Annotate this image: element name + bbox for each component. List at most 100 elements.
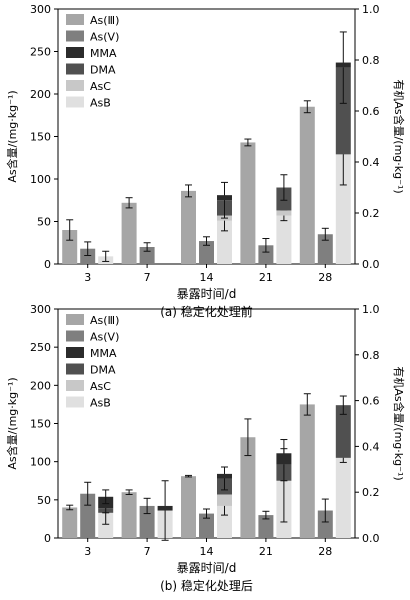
error-bar-as-iii (185, 474, 192, 478)
x-axis-title: 暴露时间/d (177, 561, 237, 575)
error-bar-as-v (143, 497, 151, 515)
legend-label: AsB (90, 397, 111, 410)
error-bar-as-iii (244, 138, 252, 147)
error-bar-as-iii (303, 100, 311, 114)
legend-swatch (66, 80, 84, 91)
bar-dma (335, 67, 351, 155)
bar-mma (217, 473, 232, 479)
error-bar-as-iii (244, 418, 252, 457)
legend-swatch (66, 330, 84, 342)
bar-mma (276, 453, 292, 465)
legend-swatch (66, 14, 84, 25)
left-tick-label: 200 (30, 379, 51, 392)
x-axis-title: 暴露时间/d (177, 287, 237, 301)
x-tick-label: 7 (144, 271, 151, 284)
error-bar-as-v (262, 510, 270, 520)
x-tick-label: 28 (318, 271, 332, 284)
legend-label: DMA (90, 364, 116, 377)
bar-mma (217, 195, 232, 201)
y-axis-left-title: As含量/(mg·kg⁻¹) (5, 377, 19, 469)
legend-label: MMA (90, 347, 117, 360)
x-tick-label: 7 (144, 545, 151, 558)
bar-as-iii (299, 106, 315, 264)
legend-swatch (66, 30, 84, 42)
error-bar-dma (221, 466, 228, 491)
left-tick-label: 50 (37, 494, 51, 507)
bar-mma (335, 62, 351, 68)
right-tick-label: 0.4 (362, 440, 380, 453)
x-tick-label: 14 (200, 545, 214, 558)
left-tick-label: 250 (30, 46, 51, 59)
left-tick-label: 200 (30, 88, 51, 101)
bar-as-iii (181, 476, 196, 538)
error-bar-as-v (84, 481, 92, 506)
left-tick-label: 250 (30, 341, 51, 354)
x-tick-label: 21 (259, 271, 273, 284)
right-tick-label: 0.4 (362, 156, 380, 169)
bar-as-v (258, 515, 274, 538)
bar-as-v (80, 248, 96, 264)
bar-dma (335, 405, 351, 458)
left-tick-label: 0 (44, 258, 51, 271)
error-bar-asb (102, 250, 110, 262)
panel-caption: (b) 稳定化处理后 (160, 578, 253, 593)
bar-asb (276, 215, 292, 264)
error-bar-as-v (143, 242, 151, 252)
bar-as-v (199, 241, 214, 264)
bar-as-iii (240, 142, 256, 264)
legend-label: AsC (90, 80, 111, 93)
error-bar-as-v (262, 238, 270, 253)
bar-asb (98, 512, 114, 538)
right-tick-label: 1.0 (362, 3, 380, 16)
left-tick-label: 100 (30, 173, 51, 186)
error-bar-as-v (203, 508, 210, 519)
bar-as-iii (62, 230, 78, 264)
bar-as-iii (121, 202, 137, 264)
legend-swatch (66, 47, 84, 58)
bar-asb (335, 154, 351, 264)
right-tick-label: 0.6 (362, 395, 380, 408)
legend-swatch (66, 396, 84, 408)
error-bar-as-v (203, 236, 210, 246)
left-tick-label: 300 (30, 3, 51, 16)
error-bar-as-iii (303, 393, 311, 416)
bar-as-v (139, 505, 155, 538)
bar-as-iii (121, 492, 137, 538)
legend-label: AsB (90, 97, 111, 110)
error-bar-dma (280, 174, 288, 201)
right-tick-label: 0.2 (362, 486, 380, 499)
bar-as-v (199, 513, 214, 538)
left-tick-label: 150 (30, 131, 51, 144)
x-tick-label: 3 (84, 545, 91, 558)
right-tick-label: 1.0 (362, 303, 380, 316)
error-bar-as-iii (125, 197, 133, 209)
y-axis-right-title: 有机As含量/(mg·kg⁻¹) (392, 79, 406, 193)
bar-asb (217, 220, 232, 264)
legend-swatch (66, 314, 84, 325)
left-tick-label: 300 (30, 303, 51, 316)
left-tick-label: 150 (30, 418, 51, 431)
error-bar-as-iii (66, 504, 74, 511)
bar-as-iii (62, 507, 78, 538)
error-bar-as-v (321, 498, 329, 523)
right-tick-label: 0.0 (362, 532, 380, 545)
legend-swatch (66, 96, 84, 108)
legend-label: As(Ⅲ) (90, 314, 119, 327)
error-bar-as-iii (185, 184, 192, 198)
error-bar-dma (339, 395, 347, 415)
error-bar-mma (102, 489, 110, 505)
legend-swatch (66, 380, 84, 391)
x-tick-label: 28 (318, 545, 332, 558)
bar-as-iii (240, 437, 256, 538)
bar-as-v (80, 493, 96, 538)
right-tick-label: 0.0 (362, 258, 380, 271)
bar-mma (157, 505, 173, 511)
legend-label: DMA (90, 64, 116, 77)
error-bar-as-iii (66, 219, 74, 241)
left-tick-label: 0 (44, 532, 51, 545)
error-bar-as-v (321, 227, 329, 241)
panel-caption: (a) 稳定化处理前 (160, 304, 253, 319)
left-tick-label: 100 (30, 456, 51, 469)
y-axis-left-title: As含量/(mg·kg⁻¹) (5, 90, 19, 182)
